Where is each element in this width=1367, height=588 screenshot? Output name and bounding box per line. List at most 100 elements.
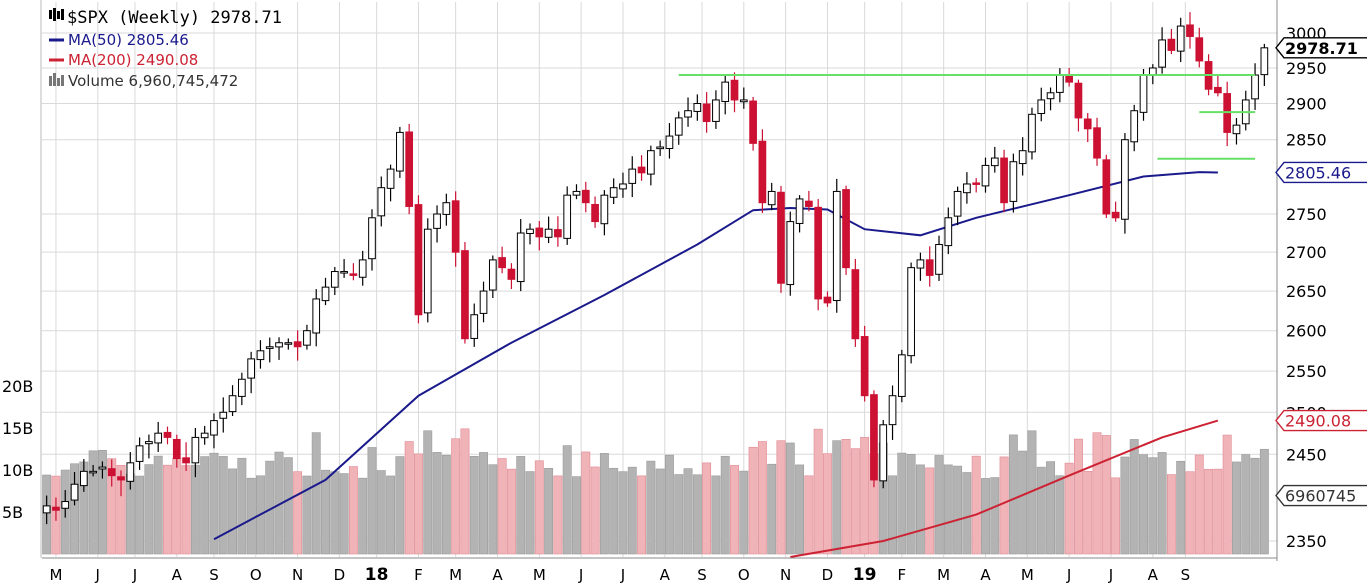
- legend-ma50-label: MA(50) 2805.46: [68, 31, 189, 49]
- candle-body: [386, 168, 395, 189]
- candle: [89, 464, 97, 477]
- candle-body: [265, 346, 274, 349]
- candle: [293, 330, 302, 361]
- volume-bar: [1101, 435, 1111, 555]
- candle: [693, 94, 702, 121]
- volume-bar: [1148, 457, 1158, 555]
- volume-bar: [850, 448, 860, 555]
- volume-bar: [88, 450, 98, 555]
- candle-body: [414, 204, 423, 316]
- candle: [61, 490, 70, 518]
- volume-bar: [358, 477, 368, 555]
- candle: [935, 235, 943, 281]
- volume-bar: [692, 474, 702, 555]
- volume-bar: [348, 466, 358, 555]
- candle-body: [368, 217, 376, 260]
- volume-bar: [1204, 468, 1214, 555]
- candle: [154, 421, 163, 452]
- volume-tick-label: 5B: [2, 503, 23, 522]
- candle-body: [312, 298, 321, 334]
- volume-bar: [1222, 434, 1232, 555]
- price-tick-label: 2750: [1286, 205, 1327, 224]
- candle: [879, 419, 888, 489]
- candle: [238, 372, 246, 406]
- candle-body: [990, 157, 999, 167]
- volume-bar: [813, 428, 823, 555]
- volume-bar: [572, 476, 581, 555]
- candle-body: [1251, 74, 1259, 100]
- candle-body: [70, 483, 79, 501]
- price-tick-label: 2450: [1286, 445, 1327, 464]
- volume-bar: [637, 475, 647, 555]
- candle: [786, 211, 795, 296]
- candle: [1000, 149, 1008, 213]
- value-tag-label: 2805.46: [1285, 163, 1351, 182]
- volume-bar: [590, 466, 600, 555]
- candle: [1018, 137, 1027, 176]
- candle: [470, 303, 479, 347]
- x-tick-label: J: [95, 566, 100, 584]
- x-tick-label: F: [414, 566, 423, 584]
- candle: [191, 428, 200, 478]
- volume-bar: [1073, 438, 1083, 555]
- candle-body: [238, 378, 246, 397]
- candle-body: [423, 228, 432, 314]
- candle-body: [1176, 25, 1185, 52]
- volume-bar: [646, 460, 656, 555]
- volume-bar: [897, 452, 907, 555]
- volume-bar: [209, 452, 219, 555]
- volume-bar: [990, 477, 1000, 555]
- candle-body: [117, 476, 125, 481]
- volume-bar: [144, 464, 154, 555]
- candle-body: [925, 259, 934, 276]
- candle-body: [935, 243, 943, 275]
- candle: [303, 324, 311, 350]
- candle: [823, 291, 832, 307]
- volume-bar: [757, 441, 767, 555]
- volume-bar: [999, 456, 1009, 555]
- volume-bar: [432, 452, 442, 555]
- candle-body: [823, 296, 832, 304]
- candle-body: [1111, 211, 1120, 219]
- candle-body: [470, 314, 479, 339]
- candle-body: [851, 269, 860, 340]
- volume-bar: [925, 467, 935, 555]
- candle: [228, 385, 237, 417]
- candle: [200, 425, 209, 445]
- candle-body: [293, 341, 302, 348]
- candle-body: [591, 203, 599, 223]
- candle: [832, 178, 841, 313]
- volume-bar: [609, 467, 619, 555]
- volume-bar: [451, 438, 461, 555]
- candle-body: [442, 202, 451, 215]
- price-tick-label: 2350: [1286, 532, 1327, 551]
- candle: [349, 263, 358, 281]
- x-tick-label: S: [209, 566, 219, 584]
- candle: [963, 172, 971, 204]
- candle: [368, 209, 376, 271]
- candle-body: [42, 505, 51, 514]
- volume-bar: [460, 428, 470, 555]
- volume-bar: [841, 439, 851, 555]
- legend-ma200-label: MA(200) 2490.08: [68, 51, 198, 69]
- value-tag: 2805.46: [1275, 161, 1367, 184]
- candle: [990, 146, 999, 173]
- candle: [563, 186, 572, 245]
- candle: [1083, 112, 1092, 143]
- candle: [1195, 27, 1204, 68]
- volume-bar: [720, 455, 730, 555]
- volume-bar: [544, 467, 554, 555]
- volume-bar: [172, 458, 182, 555]
- candle: [851, 258, 860, 347]
- candle-body: [516, 232, 525, 283]
- volume-bar: [404, 441, 414, 555]
- candle: [247, 351, 255, 394]
- candle-body: [860, 336, 869, 397]
- candle-body: [89, 470, 97, 474]
- candle-body: [172, 438, 181, 460]
- candle-body: [1046, 92, 1055, 100]
- candle-body: [712, 99, 720, 122]
- volume-bar: [953, 465, 963, 555]
- candle-body: [284, 342, 293, 345]
- volume-bar: [163, 464, 172, 555]
